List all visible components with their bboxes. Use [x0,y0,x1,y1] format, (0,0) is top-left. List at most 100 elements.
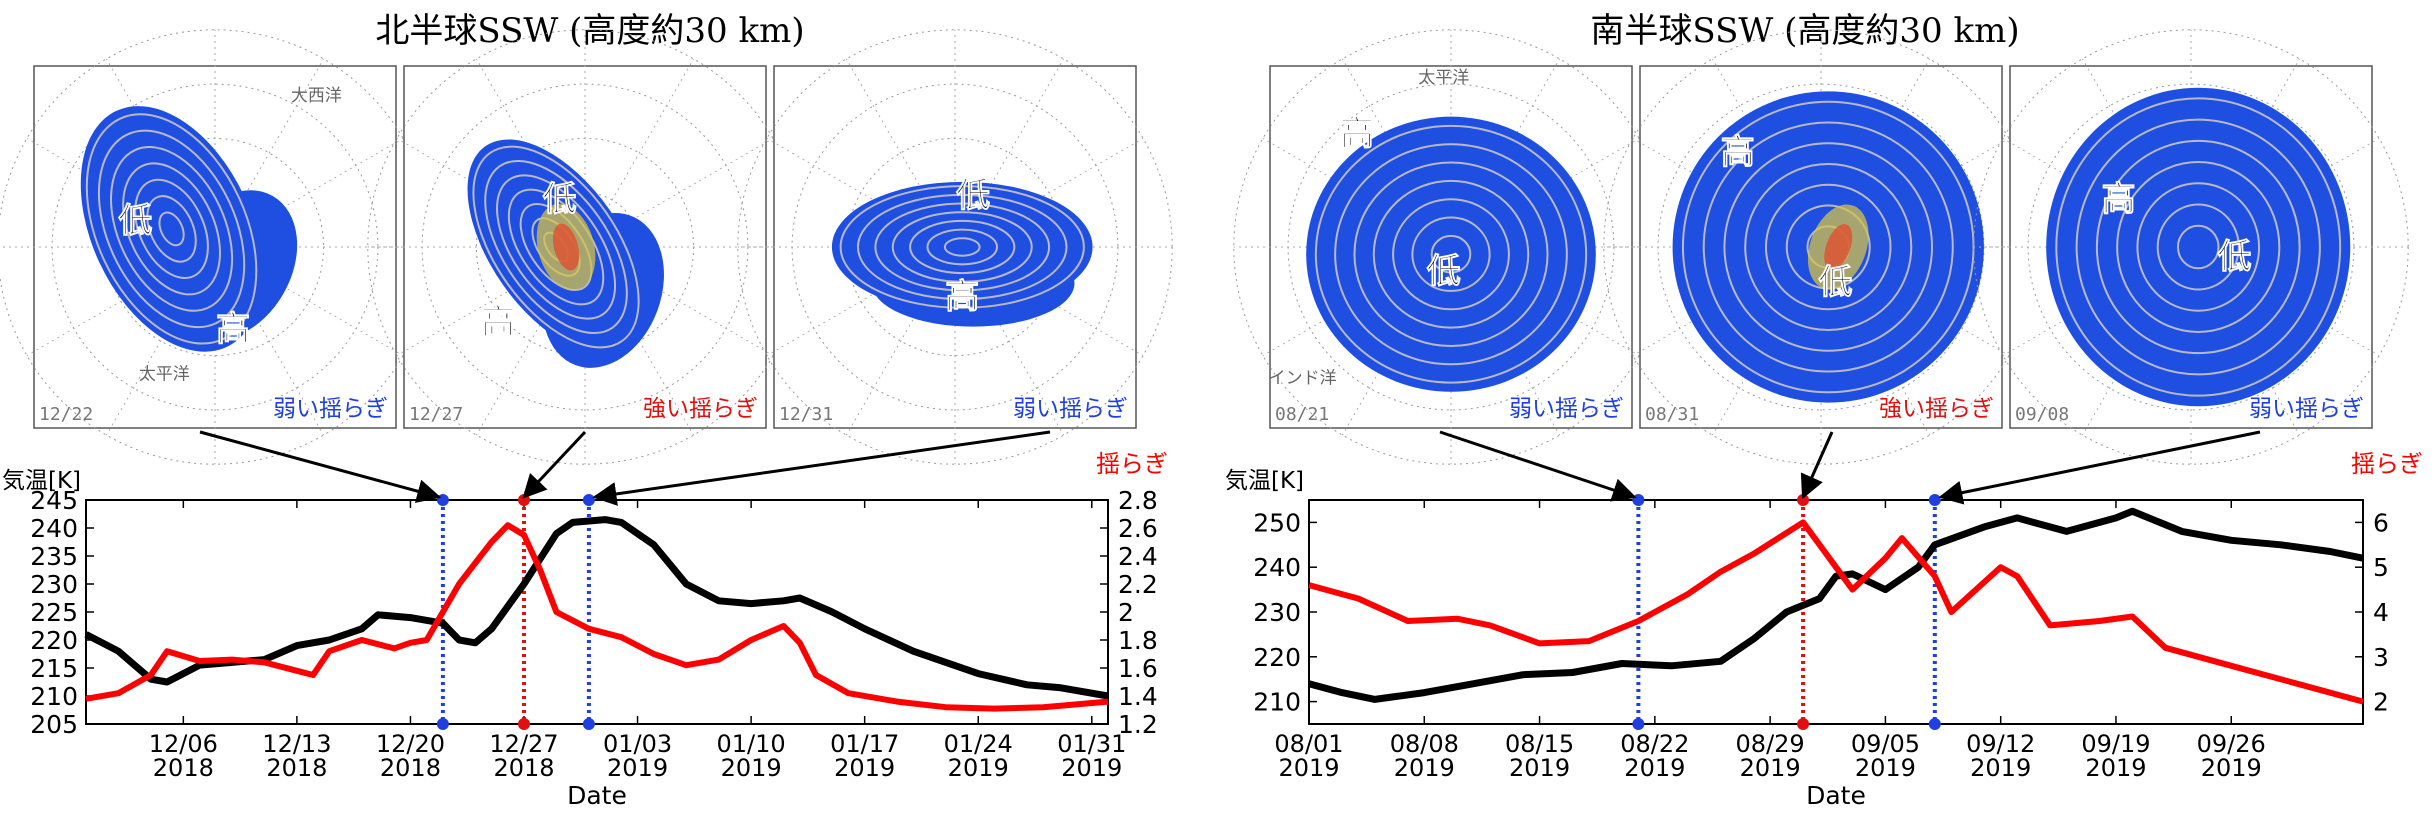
y-tick-label: 230 [1253,598,1301,627]
map-date-label: 08/31 [1645,404,1699,425]
map-strong-fluctuation-label: 強い揺らぎ [643,396,758,422]
x-tick-label: 01/24 [944,730,1013,758]
map-weak-fluctuation-label: 弱い揺らぎ [2249,396,2364,422]
x-tick-label: 09/05 [1851,730,1920,758]
panel-title-south: 南半球SSW (高度約30 km) [1590,11,2019,51]
y-tick-label: 210 [1253,688,1301,717]
map-panel-09-08: 高低 09/08 弱い揺らぎ [1973,29,2409,465]
x-tick-label: 12/13 [262,730,331,758]
y-tick-label: 230 [30,570,78,599]
event-marker-dot [1928,494,1941,506]
event-marker-dot [1797,718,1810,730]
y-tick-label: 250 [1253,508,1301,537]
map-low-label: 低 [543,179,577,219]
map-contours [1314,124,1588,384]
y2-tick-label: 6 [2373,508,2389,537]
y-axis-label: 気温[K] [2,468,81,494]
x-tick-label: 01/17 [830,730,899,758]
connector-arrow [1938,430,2261,505]
x-tick-label: 01/10 [717,730,786,758]
y2-tick-label: 4 [2373,598,2389,627]
map-contours [85,113,258,345]
map-weak-fluctuation-label: 弱い揺らぎ [1013,396,1128,422]
map-high-label: 高 [1721,132,1755,172]
y2-tick-label: 1.6 [1118,654,1158,683]
map-date-label: 12/31 [779,404,833,425]
y-tick-label: 205 [30,710,78,739]
x-tick-label: 09/26 [2197,730,2266,758]
connector-arrow [592,430,1051,506]
event-marker-dot [518,718,530,730]
x-tick-label: 09/12 [1966,730,2035,758]
y2-tick-label: 2.8 [1118,486,1158,515]
x-axis-label: Date [1806,781,1866,810]
x-tick-year: 2019 [948,754,1009,782]
y2-tick-label: 1.2 [1118,710,1158,739]
x-tick-label: 12/20 [376,730,445,758]
connector-arrow [1800,431,1834,500]
x-tick-year: 2019 [721,754,782,782]
map-panel-12-27: 低高 12/27 強い揺らぎ [367,29,803,465]
map-contours [839,185,1085,309]
x-tick-year: 2018 [493,754,554,782]
map-high-label: 高 [481,302,515,342]
x-tick-label: 12/27 [489,730,558,758]
y-tick-label: 235 [30,542,78,571]
y2-axis-label: 揺らぎ [2351,450,2423,478]
x-tick-label: 12/06 [149,730,218,758]
y2-tick-label: 1.4 [1118,682,1158,711]
x-tick-year: 2018 [266,754,327,782]
x-tick-year: 2019 [1061,754,1122,782]
y2-axis-label: 揺らぎ [1096,450,1168,478]
map-date-label: 12/22 [39,404,93,425]
x-tick-year: 2019 [2085,754,2146,782]
map-high-label: 高 [945,277,979,317]
x-tick-label: 09/19 [2081,730,2150,758]
y-tick-label: 210 [30,682,78,711]
map-high-label: 高 [216,310,250,350]
chart-north: 2052102152202252302352402451.21.41.61.82… [2,450,1168,810]
map-ocean-label: インド洋 [1269,368,1337,388]
x-tick-label: 08/29 [1736,730,1805,758]
x-tick-label: 01/31 [1057,730,1126,758]
map-weak-fluctuation-label: 弱い揺らぎ [273,396,388,422]
x-tick-year: 2019 [1740,754,1801,782]
map-high-label: 高 [2102,179,2136,219]
event-marker-dot [582,718,595,730]
map-date-label: 08/21 [1275,404,1329,425]
map-date-label: 12/27 [409,404,463,425]
plot-area [85,499,1109,725]
x-tick-year: 2019 [1855,754,1916,782]
map-ocean-label: 太平洋 [139,365,190,385]
y2-tick-label: 1.8 [1118,626,1158,655]
map-panel-08-31: 高低 08/31 強い揺らぎ [1603,29,2039,465]
y2-tick-label: 3 [2373,643,2389,672]
x-tick-year: 2019 [1509,754,1570,782]
map-low-label: 低 [956,176,990,216]
y-tick-label: 225 [30,598,78,627]
event-marker-dot [1632,718,1645,730]
y-tick-label: 220 [1253,643,1301,672]
y2-tick-label: 5 [2373,553,2389,582]
fluctuation-series-line [85,522,1109,712]
map-vortex-fill [80,106,298,352]
y2-tick-label: 2.6 [1118,514,1158,543]
y-axis-label: 気温[K] [1225,468,1304,494]
x-tick-year: 2018 [380,754,441,782]
map-contours [472,145,640,349]
chart-south: 2102202302402502345608/01201908/08201908… [1225,450,2423,810]
fluctuation-series-line [1308,519,2364,705]
map-vortex-fill [1306,116,1596,392]
x-tick-year: 2019 [1278,754,1339,782]
x-tick-year: 2019 [834,754,895,782]
connector-arrow [522,430,587,499]
x-tick-label: 08/08 [1390,730,1459,758]
x-tick-year: 2019 [1624,754,1685,782]
map-ocean-label: 太平洋 [1418,68,1469,88]
map-panel-12-31: 低高 12/31 弱い揺らぎ [737,29,1173,465]
x-tick-label: 08/01 [1274,730,1343,758]
x-tick-label: 01/03 [603,730,672,758]
y-tick-label: 240 [1253,553,1301,582]
x-axis-label: Date [567,781,627,810]
